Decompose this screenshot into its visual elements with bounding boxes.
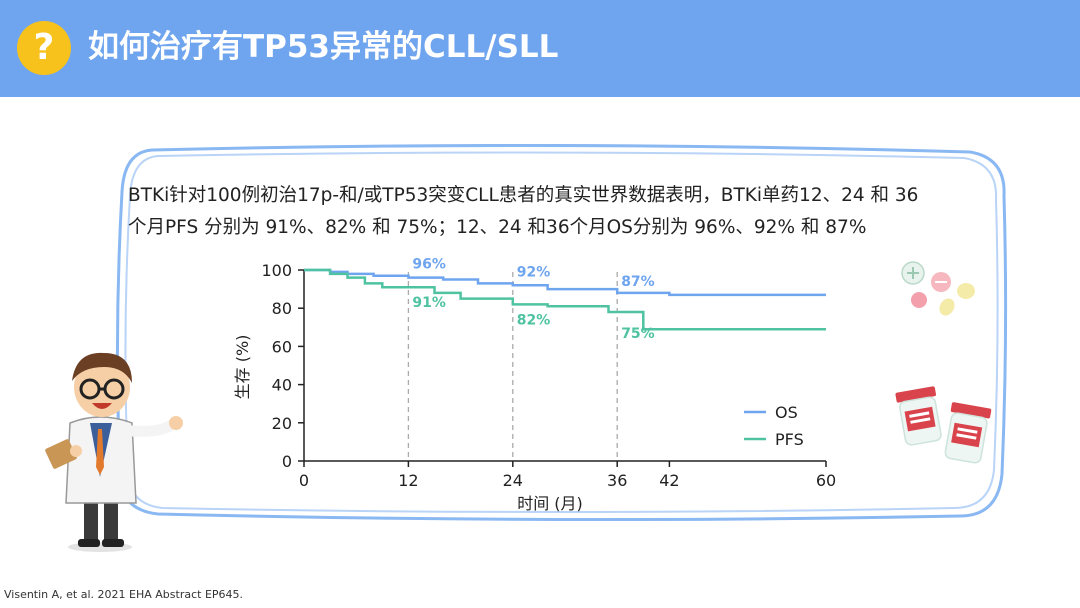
- y-tick-label-40: 40: [272, 376, 292, 395]
- annotation-pfs-36: 75%: [621, 326, 655, 342]
- x-tick-label-36: 36: [607, 471, 627, 490]
- question-icon: ?: [17, 21, 71, 75]
- y-tick-label-20: 20: [272, 414, 292, 433]
- header-bar: ? 如何治疗有TP53异常的CLL/SLL: [0, 0, 1080, 97]
- page-title: 如何治疗有TP53异常的CLL/SLL: [88, 29, 559, 65]
- x-tick-label-0: 0: [299, 471, 309, 490]
- series-layer: [304, 268, 826, 331]
- annotation-pfs-12: 91%: [412, 295, 446, 311]
- x-tick-label-12: 12: [398, 471, 418, 490]
- chart-legend: OS PFS: [744, 403, 804, 449]
- annotation-os-36: 87%: [621, 274, 655, 290]
- x-tick-label-60: 60: [816, 471, 836, 490]
- description: BTKi针对100例初治17p-和/或TP53突变CLL患者的真实世界数据表明，…: [128, 180, 988, 244]
- medicine-bottles-icon: [895, 386, 992, 464]
- survival-chart: 0 20 40 60 80 100 0 12 24 36 42 60 96% 92% 87% 91% 82% 7…: [233, 257, 836, 513]
- series-line-pfs: [304, 268, 826, 331]
- annotation-os-24: 92%: [517, 264, 551, 280]
- y-tick-label-80: 80: [272, 299, 292, 318]
- x-tick-label-42: 42: [659, 471, 679, 490]
- y-axis-label: 生存 (%): [233, 335, 252, 400]
- doctor-cartoon-icon: [45, 352, 183, 552]
- pills-icon: [901, 261, 975, 316]
- annotations: 96% 92% 87% 91% 82% 75%: [412, 257, 654, 342]
- y-tick-label-0: 0: [282, 452, 292, 471]
- y-tick-label-100: 100: [261, 261, 292, 280]
- x-axis-label: 时间 (月): [517, 494, 583, 513]
- y-tick-label-60: 60: [272, 337, 292, 356]
- x-tick-label-24: 24: [503, 471, 523, 490]
- annotation-pfs-24: 82%: [517, 312, 551, 328]
- description-line-1: BTKi针对100例初治17p-和/或TP53突变CLL患者的真实世界数据表明，…: [128, 185, 919, 206]
- legend-label-pfs: PFS: [775, 430, 804, 449]
- chart-axes: 0 20 40 60 80 100 0 12 24 36 42 60: [261, 261, 836, 490]
- citation: Visentin A, et al. 2021 EHA Abstract EP6…: [4, 588, 244, 601]
- description-line-2: 个月PFS 分别为 91%、82% 和 75%；12、24 和36个月OS分别为…: [128, 217, 867, 238]
- annotation-os-12: 96%: [412, 257, 446, 273]
- legend-label-os: OS: [775, 403, 798, 422]
